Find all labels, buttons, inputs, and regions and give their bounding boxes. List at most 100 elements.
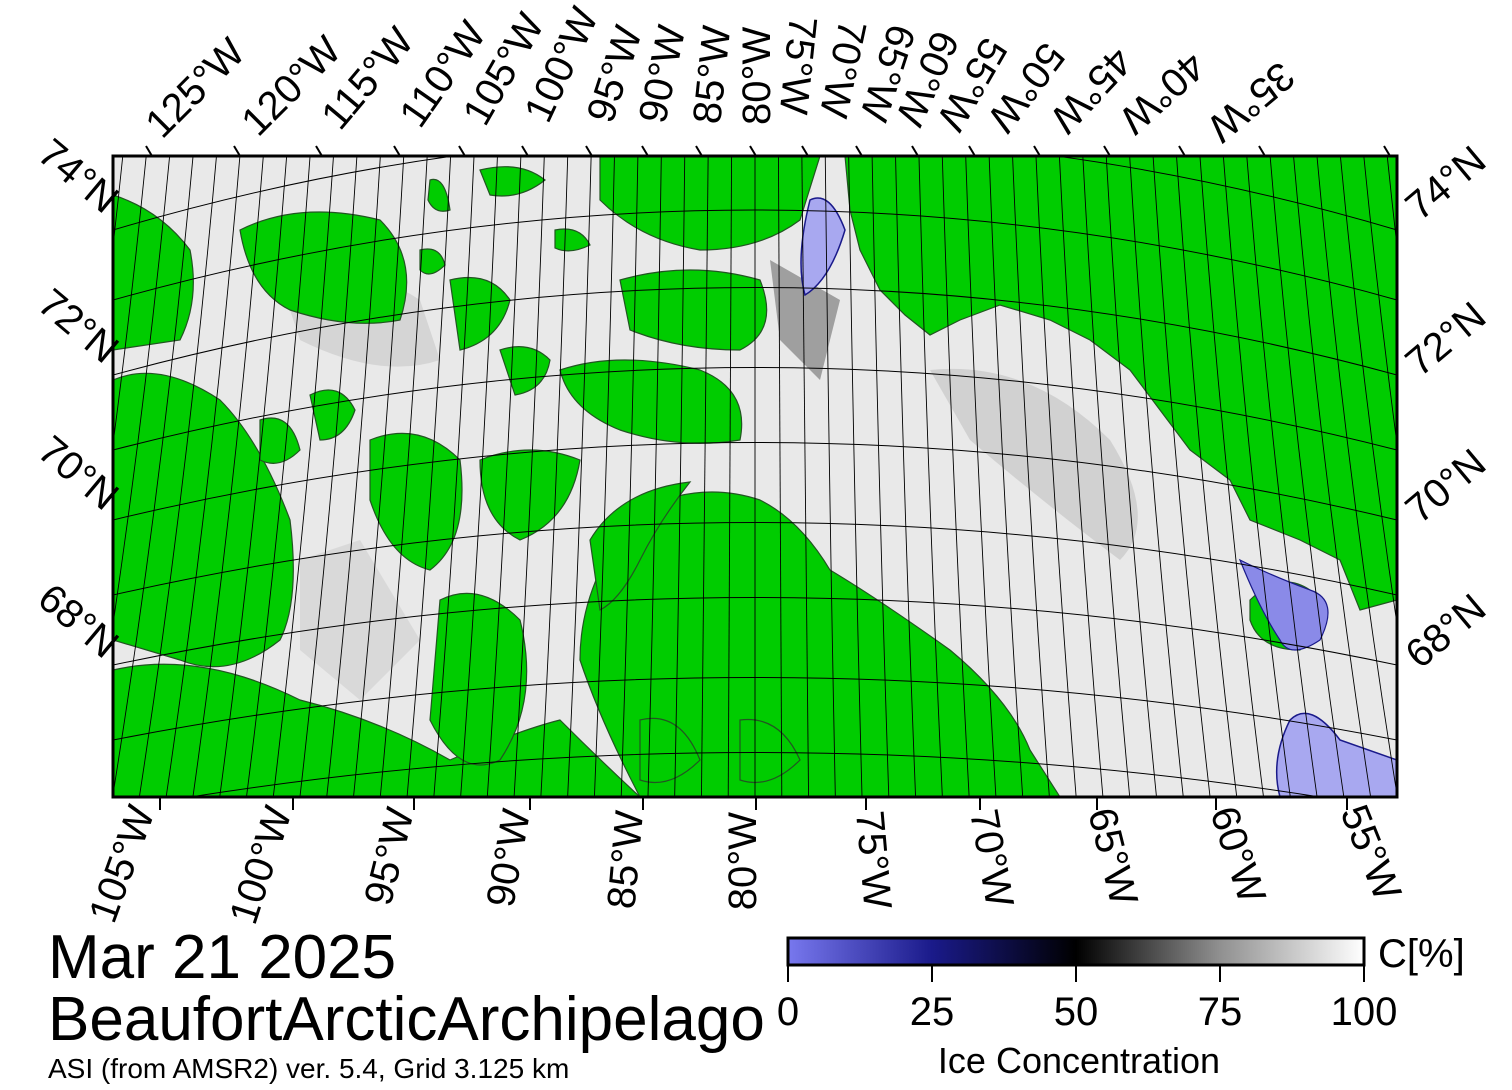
meridian-line xyxy=(965,156,997,797)
baffin-island xyxy=(579,491,1061,797)
region-name: BeaufortArcticArchipelago xyxy=(48,985,765,1054)
top-tick xyxy=(749,145,757,157)
top-lon-label: 35°W xyxy=(1199,53,1303,150)
bottom-lon-label: 105°W xyxy=(81,800,164,929)
melville xyxy=(309,389,356,441)
meridian-line xyxy=(1129,156,1184,797)
meridian-line xyxy=(824,156,836,797)
bottom-lon-label: 80°W xyxy=(721,812,765,910)
meridian-line xyxy=(353,156,405,797)
meridian-line xyxy=(567,156,592,797)
colorbar-ticks xyxy=(787,965,1365,982)
colorbar-tick-label: 100 xyxy=(1330,990,1398,1034)
islet-2 xyxy=(554,228,591,252)
bottom-lon-label: 75°W xyxy=(847,809,899,911)
meridian-line xyxy=(727,156,733,797)
top-lon-label: 80°W xyxy=(735,27,779,125)
top-tick xyxy=(585,145,593,157)
colorbar-tick-label: 25 xyxy=(909,990,955,1034)
meridian-line xyxy=(1012,156,1050,797)
southampton-area xyxy=(429,592,528,766)
islet-4 xyxy=(427,178,451,212)
colorbar-unit: C[%] xyxy=(1378,932,1465,976)
colorbar-title: Ice Concentration xyxy=(937,1040,1221,1081)
top-tick xyxy=(1033,145,1041,157)
graticule-meridians xyxy=(113,156,1397,797)
meridian-line xyxy=(1246,156,1318,797)
bottom-lon-label: 70°W xyxy=(961,806,1021,911)
ice-texture-band xyxy=(300,540,420,700)
meridian-line xyxy=(918,156,943,797)
right-lat-label: 72°N xyxy=(1398,294,1495,385)
meridian-line xyxy=(113,156,147,448)
top-tick xyxy=(855,145,863,157)
axis-ticks xyxy=(145,145,1391,810)
meridian-line xyxy=(988,156,1024,797)
meridian-line xyxy=(406,156,452,797)
map-date: Mar 21 2025 xyxy=(48,923,397,992)
meridian-line xyxy=(1152,156,1211,797)
meridian-line xyxy=(326,156,381,797)
colorbar xyxy=(786,936,1366,967)
meridian-line xyxy=(246,156,311,797)
meridian-line xyxy=(593,156,615,797)
top-tick xyxy=(521,145,529,157)
top-tick xyxy=(641,145,649,157)
top-tick xyxy=(1178,145,1186,157)
top-tick xyxy=(911,145,919,157)
meridian-line xyxy=(113,156,194,797)
meridian-line xyxy=(848,156,863,797)
meridian-line xyxy=(219,156,288,797)
meridian-line xyxy=(871,156,890,797)
meridian-line xyxy=(1293,156,1372,797)
meridian-line xyxy=(1035,156,1077,797)
meridian-line xyxy=(647,156,662,797)
open-water-coast xyxy=(1238,558,1329,651)
meridian-line xyxy=(620,156,639,797)
meridian-line xyxy=(460,156,498,797)
bottom-longitude-labels: 105°W 100°W 95°W 90°W 85°W 80°W 75°W 70°… xyxy=(81,799,1409,929)
meridian-line xyxy=(513,156,545,797)
ice-texture-band xyxy=(770,260,840,380)
meridian-line xyxy=(1058,156,1104,797)
top-tick xyxy=(968,145,976,157)
top-tick xyxy=(458,145,466,157)
meridian-line xyxy=(1363,156,1397,448)
meridian-line xyxy=(486,156,522,797)
right-lat-label: 74°N xyxy=(1398,138,1495,229)
meridian-line xyxy=(540,156,569,797)
meridian-line xyxy=(1199,156,1264,797)
bottom-lon-label: 60°W xyxy=(1201,801,1273,908)
open-water-davis-strait xyxy=(1275,712,1397,797)
top-lon-label: 85°W xyxy=(685,23,739,126)
colorbar-tick-label: 75 xyxy=(1197,990,1243,1034)
meridian-line xyxy=(1176,156,1238,797)
meridian-line xyxy=(1082,156,1131,797)
meridian-line xyxy=(674,156,686,797)
meridian-line xyxy=(379,156,428,797)
bottom-lon-label: 95°W xyxy=(356,803,423,909)
meridian-line xyxy=(299,156,358,797)
right-latitude-labels: 74°N 72°N 70°N 68°N xyxy=(1398,138,1495,677)
top-tick xyxy=(1103,145,1111,157)
meridian-line xyxy=(1316,156,1397,797)
top-tick xyxy=(315,145,323,157)
top-tick xyxy=(801,145,809,157)
banks-island xyxy=(113,194,194,351)
top-tick xyxy=(1258,145,1266,157)
meridian-line xyxy=(777,156,783,797)
meridian-line xyxy=(895,156,917,797)
meridian-line xyxy=(192,156,264,797)
meridian-line xyxy=(113,156,171,628)
meridian-line xyxy=(1105,156,1157,797)
top-tick xyxy=(393,145,401,157)
top-lon-label: 75°W xyxy=(771,14,825,117)
top-lon-label: 125°W xyxy=(137,30,253,146)
meridian-line xyxy=(941,156,970,797)
right-lat-label: 68°N xyxy=(1398,586,1495,677)
greenland xyxy=(844,156,1397,611)
bottom-lon-label: 85°W xyxy=(600,809,652,911)
bottom-lon-label: 100°W xyxy=(221,801,300,929)
right-lat-label: 70°N xyxy=(1398,441,1495,532)
